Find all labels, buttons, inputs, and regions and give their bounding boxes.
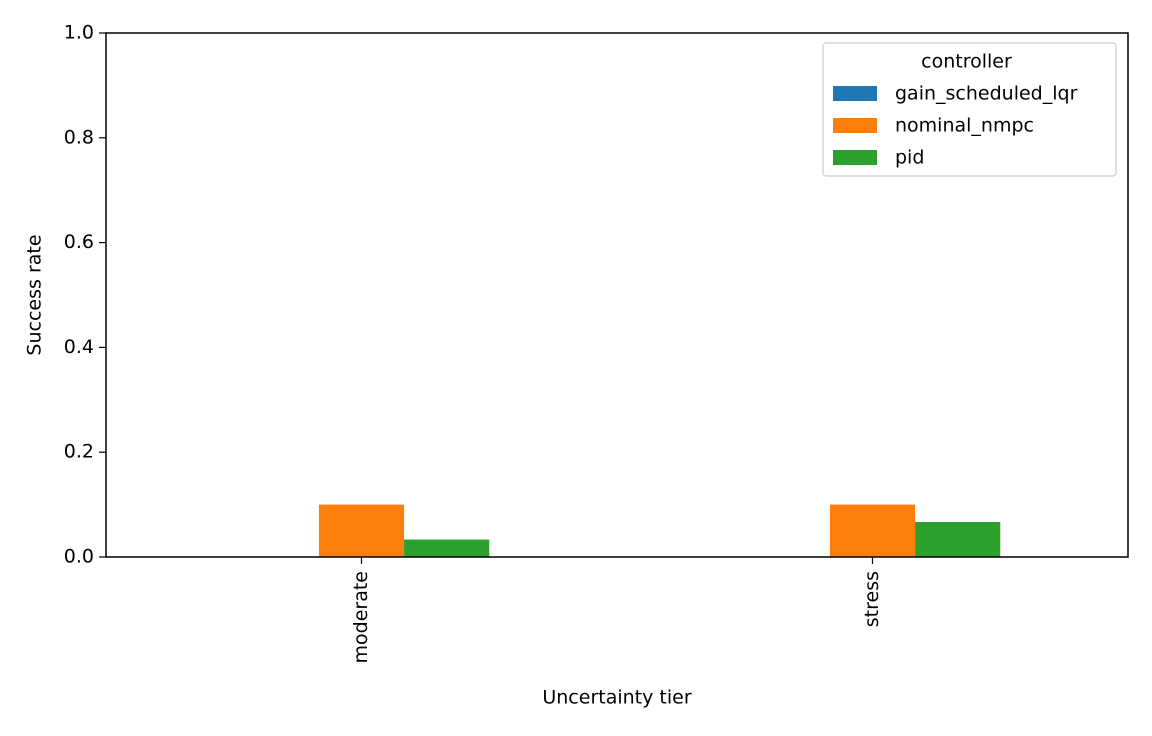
legend-box <box>822 42 1117 177</box>
x-tick-label: moderate <box>350 571 372 663</box>
plot-frame <box>105 32 1129 558</box>
legend-title: controller <box>921 51 1012 73</box>
y-tick-label: 1.0 <box>64 22 94 44</box>
y-tick-label: 0.4 <box>64 336 94 358</box>
legend-swatch <box>833 118 877 133</box>
legend-label: gain_scheduled_lqr <box>895 83 1078 105</box>
bar <box>318 504 405 557</box>
x-axis-label: Uncertainty tier <box>542 687 691 709</box>
x-tick-label: stress <box>861 571 883 627</box>
legend-swatch <box>833 86 877 101</box>
bar <box>404 539 490 557</box>
y-tick-label: 0.0 <box>64 546 94 568</box>
bar <box>829 504 916 557</box>
y-tick-label: 0.2 <box>64 441 94 463</box>
y-axis-label: Success rate <box>24 234 46 355</box>
y-tick-label: 0.8 <box>64 126 94 148</box>
legend-swatch <box>833 150 877 165</box>
legend-label: nominal_nmpc <box>895 115 1034 137</box>
y-tick-label: 0.6 <box>64 231 94 253</box>
bar <box>915 522 1001 557</box>
legend-label: pid <box>895 147 924 169</box>
